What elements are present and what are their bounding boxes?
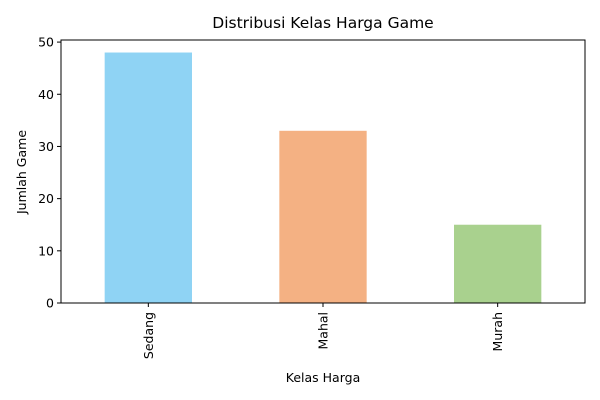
bar-sedang <box>104 52 192 304</box>
bar-murah <box>454 224 542 303</box>
x-axis-label: Kelas Harga <box>286 370 360 385</box>
x-tick-label: Murah <box>490 312 505 351</box>
x-tick-label: Sedang <box>141 312 156 359</box>
y-axis: 0 10 20 30 40 50 <box>38 35 61 311</box>
y-tick-label: 0 <box>46 296 54 311</box>
plot-area <box>104 52 542 304</box>
x-axis: Sedang Mahal Murah <box>141 303 505 359</box>
y-tick-label: 10 <box>38 243 54 258</box>
y-tick-label: 40 <box>38 87 54 102</box>
y-axis-label: Jumlah Game <box>14 130 29 215</box>
chart-title: Distribusi Kelas Harga Game <box>212 14 433 32</box>
x-tick-label: Mahal <box>316 312 331 350</box>
y-tick-label: 30 <box>38 139 54 154</box>
y-tick-label: 20 <box>38 191 54 206</box>
y-tick-label: 50 <box>38 35 54 50</box>
plot-frame <box>60 39 586 304</box>
bar-mahal <box>279 130 367 303</box>
